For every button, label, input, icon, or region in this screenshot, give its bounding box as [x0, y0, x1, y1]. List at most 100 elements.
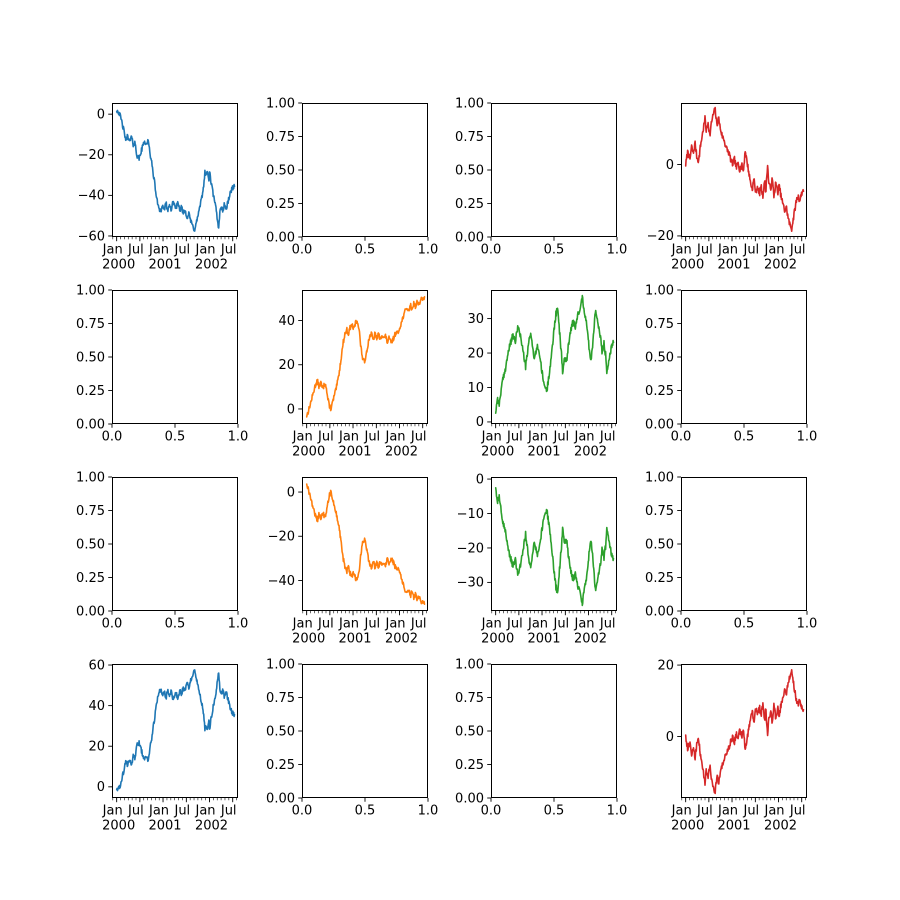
x-year-label: 2002 — [764, 258, 797, 273]
x-tick-label: 0.0 — [102, 430, 123, 445]
x-year-label: 2001 — [338, 632, 371, 647]
y-tick-label: −20 — [647, 229, 674, 244]
y-tick-label: 1.00 — [266, 96, 295, 111]
x-tick-label: Jul — [410, 617, 427, 632]
y-tick-label: 0.00 — [266, 791, 295, 806]
y-tick-label: −40 — [78, 189, 105, 204]
x-tick-label: Jan — [195, 804, 216, 819]
y-tick-label: −60 — [78, 229, 105, 244]
x-tick-label: 0.0 — [102, 617, 123, 632]
x-tick-label: Jul — [599, 617, 616, 632]
x-tick-label: 0.0 — [481, 804, 502, 819]
y-tick-label: 0 — [476, 415, 484, 430]
subplot-r1c2: 0.00 0.25 0.50 0.75 1.00 0.0 0.5 1.0 — [266, 96, 438, 257]
x-tick-label: 0.5 — [165, 430, 186, 445]
x-tick-label: 1.0 — [607, 804, 628, 819]
x-tick-label: Jul — [220, 804, 237, 819]
x-year-label: 2002 — [195, 819, 228, 834]
x-tick-label: Jul — [789, 804, 806, 819]
y-tick-label: 0.50 — [645, 350, 674, 365]
x-year-label: 2002 — [385, 445, 418, 460]
y-tick-label: 40 — [278, 314, 295, 329]
x-tick-label: 0.0 — [671, 430, 692, 445]
axes-frame — [112, 477, 238, 611]
x-year-label: 2001 — [717, 819, 750, 834]
axes-frame — [681, 477, 807, 611]
y-tick-label: 0.25 — [266, 197, 295, 212]
y-tick-label: 0.00 — [645, 417, 674, 432]
y-tick-label: 0 — [97, 107, 105, 122]
x-tick-label: 1.0 — [797, 617, 818, 632]
y-tick-label: 0.75 — [455, 691, 484, 706]
series-line-walk-orange — [305, 296, 425, 418]
x-year-label: 2001 — [148, 819, 181, 834]
x-tick-label: 0.0 — [291, 804, 312, 819]
y-tick-label: −20 — [457, 541, 484, 556]
y-tick-label: 0 — [666, 730, 674, 745]
y-tick-label: −20 — [78, 148, 105, 163]
x-year-label: 2000 — [671, 819, 704, 834]
axes-frame — [301, 477, 428, 611]
y-tick-label: 1.00 — [645, 283, 674, 298]
y-tick-label: 1.00 — [645, 470, 674, 485]
axes-frame — [681, 290, 807, 424]
y-tick-label: 1.00 — [455, 96, 484, 111]
x-tick-label: Jul — [553, 617, 570, 632]
x-tick-label: 0.5 — [734, 617, 755, 632]
subplot-r3c1: 0.00 0.25 0.50 0.75 1.00 0.0 0.5 1.0 — [76, 470, 248, 631]
x-tick-label: Jan — [764, 804, 785, 819]
y-tick-label: 30 — [468, 312, 485, 327]
axes-frame — [681, 103, 807, 237]
x-year-label: 2002 — [574, 445, 607, 460]
y-tick-label: 60 — [88, 658, 105, 673]
x-tick-label: 1.0 — [797, 430, 818, 445]
y-tick-label: 0 — [666, 158, 674, 173]
x-tick-label: 0.5 — [544, 804, 565, 819]
x-tick-label: Jul — [173, 243, 190, 258]
y-tick-label: 0.25 — [76, 571, 105, 586]
y-tick-label: 1.00 — [76, 283, 105, 298]
x-tick-label: Jul — [696, 804, 713, 819]
y-tick-label: 0.00 — [266, 230, 295, 245]
x-year-label: 2000 — [292, 445, 325, 460]
series-line-walk-green — [495, 294, 615, 414]
x-tick-label: Jan — [338, 430, 359, 445]
x-tick-label: Jul — [317, 430, 334, 445]
axes-frame — [301, 290, 428, 424]
x-tick-label: Jul — [506, 617, 523, 632]
axes-frame — [681, 664, 807, 798]
y-tick-label: 0.25 — [645, 571, 674, 586]
y-tick-label: 0.50 — [455, 163, 484, 178]
x-tick-label: 0.0 — [671, 617, 692, 632]
y-tick-label: 20 — [278, 358, 295, 373]
y-tick-label: 0.25 — [76, 384, 105, 399]
x-tick-label: 0.0 — [481, 243, 502, 258]
y-tick-label: −20 — [267, 530, 294, 545]
x-tick-label: Jan — [481, 617, 502, 632]
series-line-walk-blue-inverted — [115, 669, 236, 792]
x-year-label: 2001 — [717, 258, 750, 273]
x-tick-label: Jul — [553, 430, 570, 445]
x-year-label: 2000 — [102, 258, 135, 273]
x-tick-label: 0.5 — [544, 243, 565, 258]
x-year-label: 2001 — [528, 632, 561, 647]
x-tick-label: 1.0 — [228, 430, 249, 445]
axes-frame — [491, 477, 618, 611]
x-tick-label: 0.0 — [291, 243, 312, 258]
y-tick-label: 0 — [476, 472, 484, 487]
series-line-walk-green-inverted — [495, 487, 615, 607]
y-tick-label: 0.50 — [76, 537, 105, 552]
y-tick-label: 1.00 — [76, 470, 105, 485]
x-tick-label: 0.5 — [734, 430, 755, 445]
y-tick-label: 0.50 — [455, 724, 484, 739]
x-tick-label: Jul — [363, 430, 380, 445]
x-year-label: 2002 — [574, 632, 607, 647]
x-tick-label: Jan — [148, 243, 169, 258]
y-tick-label: 0.25 — [266, 758, 295, 773]
x-tick-label: Jan — [384, 430, 405, 445]
y-tick-label: 0 — [97, 780, 105, 795]
x-tick-label: Jan — [195, 243, 216, 258]
y-tick-label: 0.00 — [645, 604, 674, 619]
